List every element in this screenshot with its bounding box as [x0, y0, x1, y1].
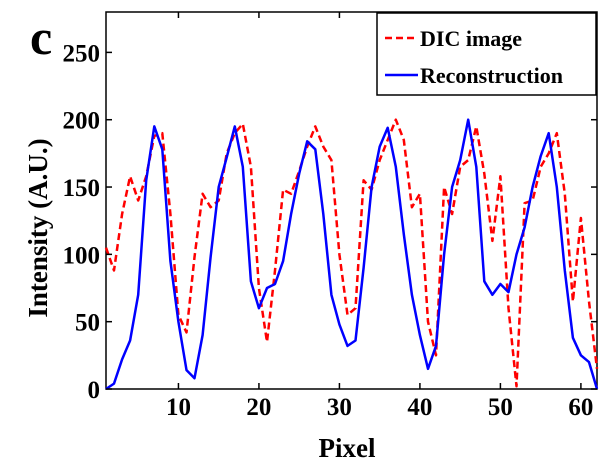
- series-line-reconstruction: [105, 118, 599, 391]
- plot-frame: [105, 11, 598, 390]
- y-tick-label: 0: [88, 377, 101, 404]
- y-tick-label: 50: [75, 310, 100, 337]
- panel-label: c: [30, 9, 52, 65]
- x-tick-label: 50: [488, 394, 513, 421]
- y-tick-label: 200: [63, 108, 101, 135]
- x-axis-ticks: 10 20 30 40 50 60: [166, 12, 593, 421]
- legend-box: [376, 12, 597, 96]
- y-axis-title: Intensity (A.U.): [23, 138, 53, 317]
- y-tick-label: 250: [63, 40, 101, 67]
- series-line-dic-image: [104, 118, 599, 388]
- legend-label: Reconstruction: [420, 63, 563, 88]
- y-axis-ticks: 0 50 100 150 200 250: [63, 40, 597, 404]
- x-tick-label: 20: [246, 394, 271, 421]
- x-axis-title: Pixel: [319, 433, 376, 463]
- x-tick-label: 30: [327, 394, 352, 421]
- x-tick-label: 60: [568, 394, 593, 421]
- y-tick-label: 150: [63, 175, 101, 202]
- legend: DIC image Reconstruction: [376, 12, 597, 96]
- plot-area: [104, 11, 599, 391]
- x-tick-label: 10: [166, 394, 191, 421]
- x-tick-label: 40: [407, 394, 432, 421]
- legend-label: DIC image: [420, 26, 522, 51]
- y-tick-label: 100: [63, 242, 101, 269]
